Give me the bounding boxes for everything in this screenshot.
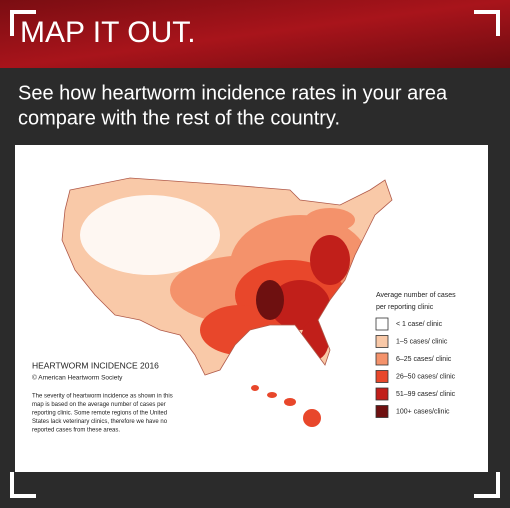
legend-label: 6–25 cases/ clinic bbox=[396, 356, 452, 363]
map-description: reporting clinic. Some remote regions of… bbox=[32, 411, 167, 417]
hawaii bbox=[251, 385, 321, 427]
legend-label: < 1 case/ clinic bbox=[396, 321, 443, 328]
legend-swatch bbox=[375, 370, 389, 383]
corner-brackets bbox=[10, 10, 500, 498]
legend-swatch bbox=[375, 387, 389, 401]
legend-label: 26–50 cases/ clinic bbox=[396, 373, 456, 380]
legend-swatch bbox=[375, 317, 389, 331]
header-band bbox=[0, 0, 510, 68]
legend-title: per reporting clinic bbox=[376, 304, 434, 311]
subtitle-line: See how heartworm incidence rates in you… bbox=[18, 82, 448, 104]
map-title: HEARTWORM INCIDENCE 2016 bbox=[32, 360, 159, 370]
legend-swatch bbox=[375, 352, 389, 366]
map-description: States lack veterinary clinics, therefor… bbox=[32, 419, 168, 425]
map-description: map is based on the average number of ca… bbox=[32, 402, 166, 408]
subtitle-line: compare with the rest of the country. bbox=[18, 107, 340, 129]
legend-label: 100+ cases/clinic bbox=[396, 408, 450, 415]
map-credit: © American Heartworm Society bbox=[32, 374, 123, 382]
map-description: reported cases from these areas. bbox=[32, 428, 120, 434]
us-outline bbox=[61, 177, 393, 376]
legend-swatch bbox=[375, 405, 389, 418]
us-map bbox=[62, 178, 392, 375]
header-title: MAP IT OUT. bbox=[20, 16, 196, 49]
legend-title: Average number of cases bbox=[376, 292, 456, 299]
legend-label: 51–99 cases/ clinic bbox=[396, 391, 456, 398]
legend-swatch bbox=[375, 335, 389, 348]
map-description: The severity of heartworm incidence as s… bbox=[32, 394, 173, 400]
legend-label: 1–5 cases/ clinic bbox=[396, 338, 448, 345]
